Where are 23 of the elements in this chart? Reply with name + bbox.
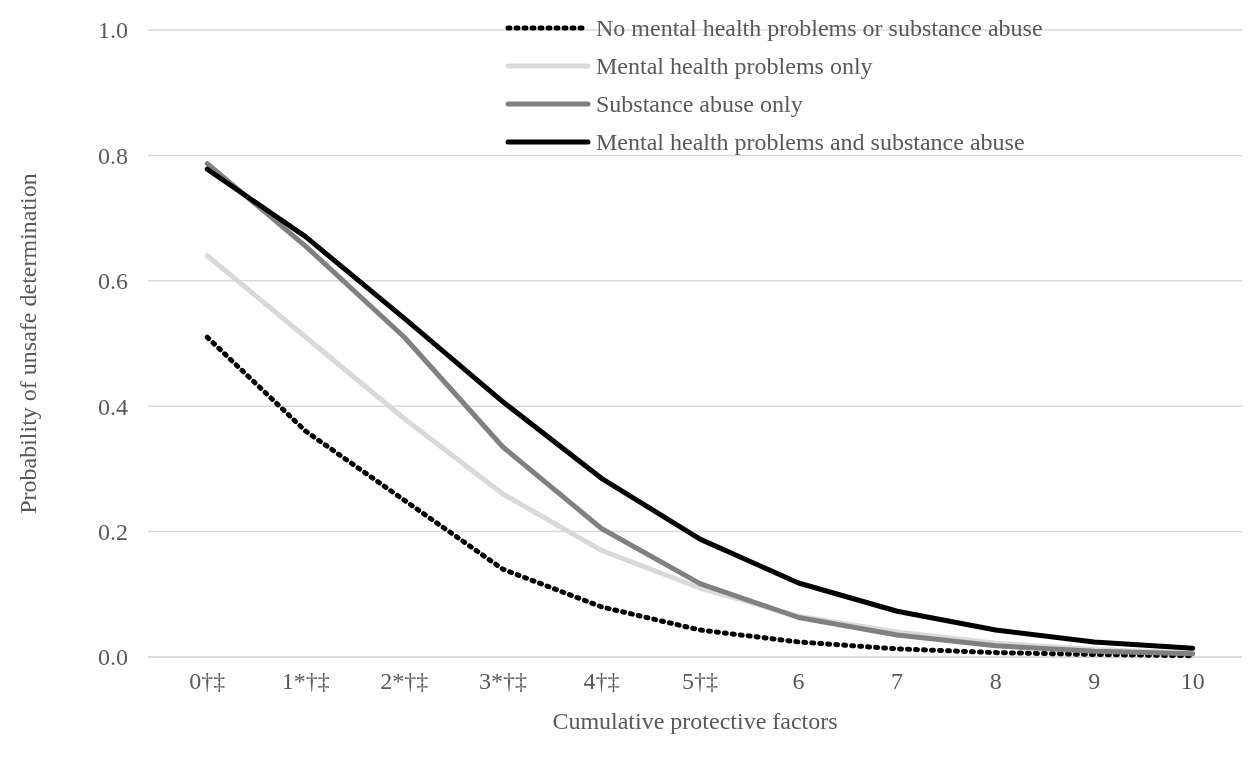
y-tick-label: 0.0: [98, 644, 128, 671]
y-tick-label: 1.0: [98, 17, 128, 44]
y-tick-label: 0.2: [98, 519, 128, 545]
x-tick-label: 1*†‡: [281, 668, 330, 694]
x-tick-label: 7: [891, 668, 904, 694]
x-tick-label: 10: [1180, 668, 1205, 694]
x-tick-label: 3*†‡: [478, 668, 527, 694]
y-tick-label: 0.4: [98, 393, 128, 420]
x-tick-label: 4†‡: [583, 668, 620, 694]
x-tick-label: 8: [989, 668, 1002, 694]
x-tick-label: 9: [1088, 668, 1101, 694]
legend-label: Substance abuse only: [596, 91, 803, 118]
x-tick-label: 6: [792, 668, 805, 694]
y-tick-label: 0.6: [98, 268, 128, 295]
legend-label: No mental health problems or substance abuse: [596, 15, 1043, 42]
x-axis-title: Cumulative protective factors: [552, 708, 838, 734]
legend-label: Mental health problems only: [596, 53, 873, 80]
y-axis-title: Probability of unsafe determination: [15, 173, 41, 514]
x-tick-label: 0†‡: [189, 668, 226, 694]
y-tick-label: 0.8: [98, 142, 128, 169]
x-tick-label: 2*†‡: [380, 668, 429, 694]
legend-label: Mental health problems and substance abuse: [596, 129, 1025, 156]
x-tick-label: 5†‡: [682, 668, 718, 694]
